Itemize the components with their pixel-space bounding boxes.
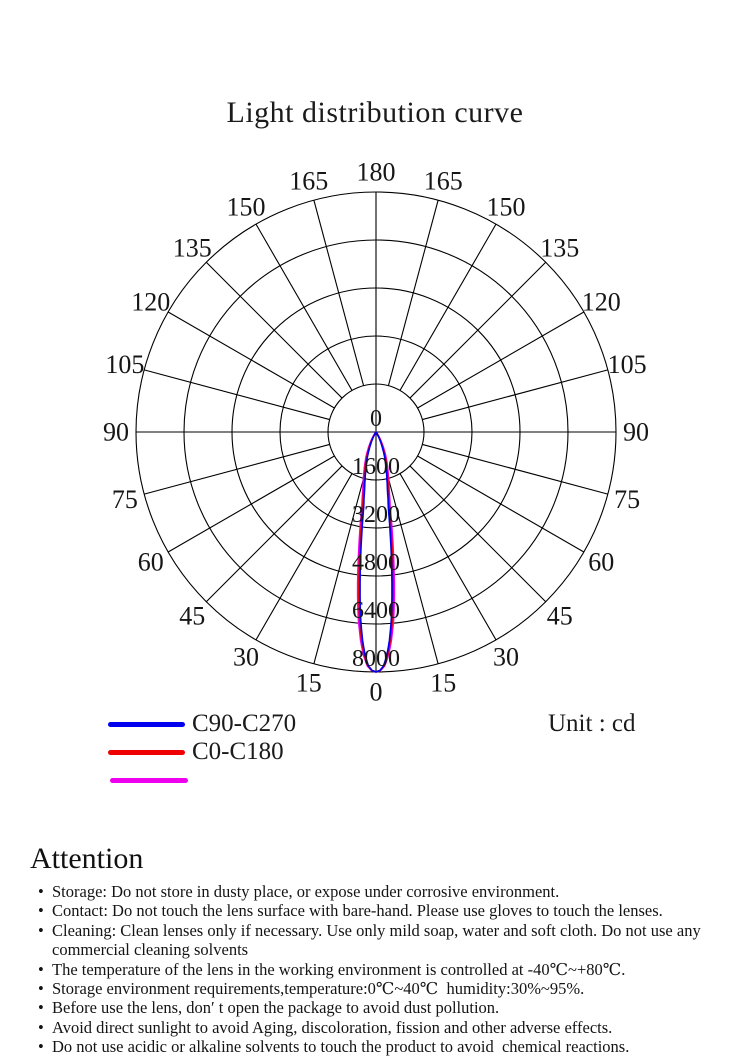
attention-item: Do not use acidic or alkaline solvents t… (36, 1037, 726, 1057)
attention-item: The temperature of the lens in the worki… (36, 960, 726, 980)
unit-label: Unit : cd (548, 710, 636, 737)
legend-label-c90-c270: C90-C270 (192, 710, 297, 737)
svg-text:4800: 4800 (352, 550, 400, 576)
svg-text:120: 120 (582, 288, 621, 317)
svg-text:45: 45 (179, 601, 205, 630)
svg-text:135: 135 (173, 234, 212, 263)
page-title: Light distribution curve (226, 96, 524, 129)
attention-item: Before use the lens, don′ t open the pac… (36, 998, 726, 1018)
svg-text:165: 165 (289, 166, 328, 195)
svg-text:75: 75 (112, 485, 138, 514)
legend-label-c0-c180: C0-C180 (192, 738, 284, 765)
svg-text:60: 60 (138, 548, 164, 577)
svg-text:15: 15 (430, 669, 456, 698)
attention-list: Storage: Do not store in dusty place, or… (36, 882, 726, 1057)
svg-text:75: 75 (614, 485, 640, 514)
svg-text:60: 60 (588, 548, 614, 577)
svg-text:150: 150 (487, 192, 526, 221)
svg-text:45: 45 (547, 601, 573, 630)
svg-text:30: 30 (493, 643, 519, 672)
svg-text:150: 150 (227, 192, 266, 221)
attention-item: Cleaning: Clean lenses only if necessary… (36, 921, 726, 960)
attention-item: Storage environment requirements,tempera… (36, 979, 726, 999)
svg-text:165: 165 (424, 166, 463, 195)
svg-text:180: 180 (357, 158, 396, 187)
svg-text:30: 30 (233, 643, 259, 672)
svg-text:15: 15 (296, 669, 322, 698)
svg-text:1600: 1600 (352, 454, 400, 480)
legend-line-c0-c180 (108, 750, 185, 755)
svg-text:105: 105 (608, 350, 647, 379)
attention-item: Contact: Do not touch the lens surface w… (36, 901, 726, 921)
svg-text:90: 90 (103, 418, 129, 447)
attention-item: Storage: Do not store in dusty place, or… (36, 882, 726, 902)
legend-line-c90-c270 (108, 722, 185, 727)
svg-text:0: 0 (370, 406, 382, 432)
svg-text:8000: 8000 (352, 646, 400, 672)
svg-text:105: 105 (105, 350, 144, 379)
attention-heading: Attention (30, 842, 144, 875)
svg-text:120: 120 (131, 288, 170, 317)
svg-text:3200: 3200 (352, 502, 400, 528)
svg-text:6400: 6400 (352, 598, 400, 624)
legend-line-extra (110, 778, 188, 783)
svg-text:90: 90 (623, 418, 649, 447)
attention-item: Avoid direct sunlight to avoid Aging, di… (36, 1018, 726, 1038)
svg-text:135: 135 (540, 234, 579, 263)
polar-chart: 0 151530304545606075759090105105120120135… (103, 158, 649, 707)
svg-text:0: 0 (370, 678, 383, 707)
